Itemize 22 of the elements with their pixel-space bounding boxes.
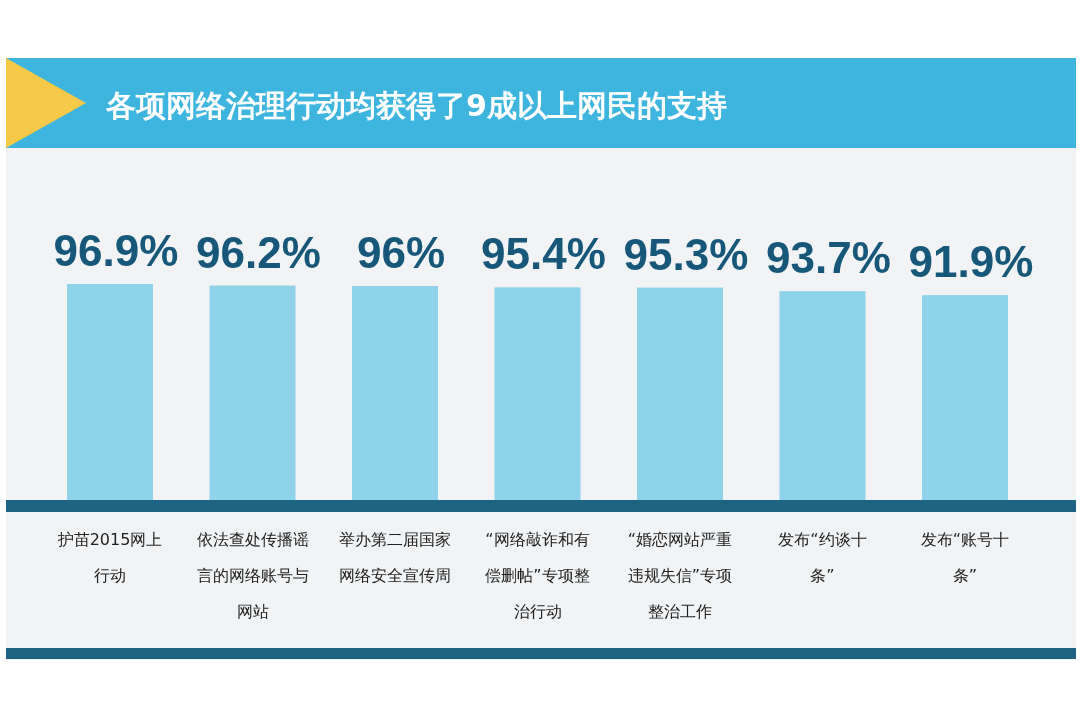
- data-label: 95.4%: [481, 229, 606, 279]
- x-tick-label: 依法查处传播谣言的网络账号与网站: [196, 529, 309, 623]
- bar: [922, 295, 1008, 500]
- data-label: 91.9%: [908, 237, 1034, 287]
- data-label: 96.2%: [196, 227, 321, 277]
- bar: [494, 287, 581, 500]
- bar: [352, 286, 438, 500]
- x-tick-label: “网络敲诈和有偿删帖”专项整治行动: [484, 529, 591, 623]
- bar: [67, 284, 153, 500]
- data-label: 96%: [356, 228, 446, 278]
- x-tick-label: 发布“约谈十条”: [777, 529, 868, 587]
- bar: [209, 285, 296, 500]
- x-tick-label: 护苗2015网上行动: [56, 529, 164, 587]
- data-label: 93.7%: [766, 233, 891, 283]
- x-tick-label: “婚恋网站严重违规失信”专项整治工作: [626, 529, 734, 623]
- data-label: 96.9%: [53, 226, 179, 275]
- x-tick-label: 发布“账号十条”: [919, 529, 1011, 587]
- chart-title: 各项网络治理行动均获得了9成以上网民的支持: [105, 88, 727, 123]
- bar: [779, 291, 866, 500]
- x-tick-label: 举办第二届国家网络安全宣传周: [339, 529, 451, 587]
- data-label: 95.3%: [623, 229, 749, 279]
- bar: [637, 287, 723, 500]
